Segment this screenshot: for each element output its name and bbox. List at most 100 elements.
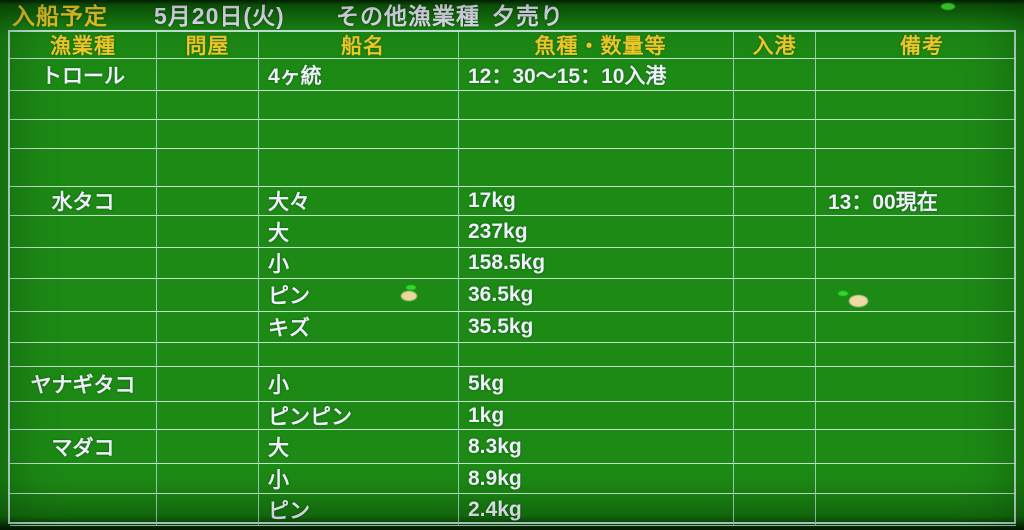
table-cell: トロール bbox=[10, 59, 157, 91]
table-cell bbox=[816, 343, 1016, 367]
table-cell bbox=[459, 120, 734, 149]
table-cell bbox=[816, 464, 1016, 494]
table-cell: 17kg bbox=[459, 187, 734, 216]
page-title: 入船予定 bbox=[12, 3, 108, 29]
table-cell bbox=[157, 59, 259, 91]
table-cell: 237kg bbox=[459, 216, 734, 248]
table-cell bbox=[459, 343, 734, 367]
table-cell: 大 bbox=[259, 216, 459, 248]
column-header: 入港 bbox=[734, 32, 816, 59]
table-cell bbox=[10, 216, 157, 248]
table-cell bbox=[459, 91, 734, 120]
table-cell bbox=[816, 279, 1016, 312]
table-cell bbox=[734, 367, 816, 402]
table-cell bbox=[157, 312, 259, 343]
table-cell bbox=[157, 464, 259, 494]
table-cell: 1kg bbox=[459, 402, 734, 430]
table-cell bbox=[734, 248, 816, 279]
table-cell: 4ヶ統 bbox=[259, 59, 459, 91]
table-cell bbox=[259, 343, 459, 367]
column-header: 船名 bbox=[259, 32, 459, 59]
table-cell bbox=[157, 216, 259, 248]
table-cell bbox=[157, 402, 259, 430]
table-cell: ヤナギタコ bbox=[10, 367, 157, 402]
table-cell bbox=[157, 248, 259, 279]
table-cell: 5kg bbox=[459, 367, 734, 402]
table-cell bbox=[10, 312, 157, 343]
table-cell: 36.5kg bbox=[459, 279, 734, 312]
table-cell: 35.5kg bbox=[459, 312, 734, 343]
table-cell bbox=[157, 343, 259, 367]
table-cell bbox=[734, 343, 816, 367]
table-cell: 12：30〜15：10入港 bbox=[459, 59, 734, 91]
table-cell bbox=[10, 91, 157, 120]
table-cell bbox=[734, 279, 816, 312]
table-cell bbox=[157, 91, 259, 120]
table-cell bbox=[157, 367, 259, 402]
table-cell bbox=[157, 120, 259, 149]
table-cell bbox=[734, 59, 816, 91]
fishery-category: その他漁業種 bbox=[336, 3, 480, 29]
table-cell bbox=[157, 430, 259, 464]
table-cell bbox=[10, 464, 157, 494]
table-cell bbox=[734, 216, 816, 248]
column-header: 魚種・数量等 bbox=[459, 32, 734, 59]
table-cell: キズ bbox=[259, 312, 459, 343]
table-cell bbox=[10, 343, 157, 367]
table-cell bbox=[734, 402, 816, 430]
table-cell: 8.9kg bbox=[459, 464, 734, 494]
table-cell bbox=[259, 149, 459, 187]
table-cell bbox=[816, 430, 1016, 464]
table-cell: 大々 bbox=[259, 187, 459, 216]
table-cell bbox=[10, 279, 157, 312]
table-cell bbox=[10, 149, 157, 187]
table-cell bbox=[816, 402, 1016, 430]
table-cell bbox=[816, 149, 1016, 187]
table-cell: 8.3kg bbox=[459, 430, 734, 464]
table-cell: 小 bbox=[259, 367, 459, 402]
table-cell bbox=[734, 187, 816, 216]
column-header: 問屋 bbox=[157, 32, 259, 59]
table-cell: 13：00現在 bbox=[816, 187, 1016, 216]
sale-session-label: 夕売り bbox=[492, 3, 564, 29]
title-bar: 入船予定 5月20日(火) その他漁業種 夕売り bbox=[0, 2, 1024, 30]
table-cell bbox=[816, 367, 1016, 402]
table-cell bbox=[816, 91, 1016, 120]
table-cell: 大 bbox=[259, 430, 459, 464]
table-cell bbox=[734, 120, 816, 149]
table-cell bbox=[816, 248, 1016, 279]
table-cell: ピン bbox=[259, 279, 459, 312]
table-cell bbox=[816, 494, 1016, 526]
table-cell bbox=[10, 248, 157, 279]
table-cell bbox=[734, 312, 816, 343]
table-cell bbox=[10, 402, 157, 430]
table-cell bbox=[816, 216, 1016, 248]
table-cell bbox=[816, 312, 1016, 343]
table-cell bbox=[734, 464, 816, 494]
table-cell bbox=[816, 120, 1016, 149]
column-header: 備考 bbox=[816, 32, 1016, 59]
schedule-table: 漁業種 問屋 船名 魚種・数量等 入港 備考 トロール 4ヶ統 12：30〜15：10入港 水タコ… bbox=[8, 30, 1016, 526]
table-cell: マダコ bbox=[10, 430, 157, 464]
table-cell bbox=[157, 149, 259, 187]
table-cell bbox=[259, 91, 459, 120]
table-cell bbox=[459, 149, 734, 187]
schedule-date: 5月20日(火) bbox=[154, 3, 285, 29]
table-cell bbox=[734, 91, 816, 120]
table-cell bbox=[157, 494, 259, 526]
table-cell bbox=[10, 120, 157, 149]
table-cell: 2.4kg bbox=[459, 494, 734, 526]
table-cell bbox=[734, 149, 816, 187]
table-cell: 小 bbox=[259, 248, 459, 279]
table-cell: 158.5kg bbox=[459, 248, 734, 279]
table-cell bbox=[157, 279, 259, 312]
table-cell: ピン bbox=[259, 494, 459, 526]
table-cell bbox=[734, 494, 816, 526]
table-cell: 小 bbox=[259, 464, 459, 494]
table-cell bbox=[157, 187, 259, 216]
table-cell bbox=[259, 120, 459, 149]
column-header: 漁業種 bbox=[10, 32, 157, 59]
table-cell bbox=[816, 59, 1016, 91]
table-cell bbox=[10, 494, 157, 526]
